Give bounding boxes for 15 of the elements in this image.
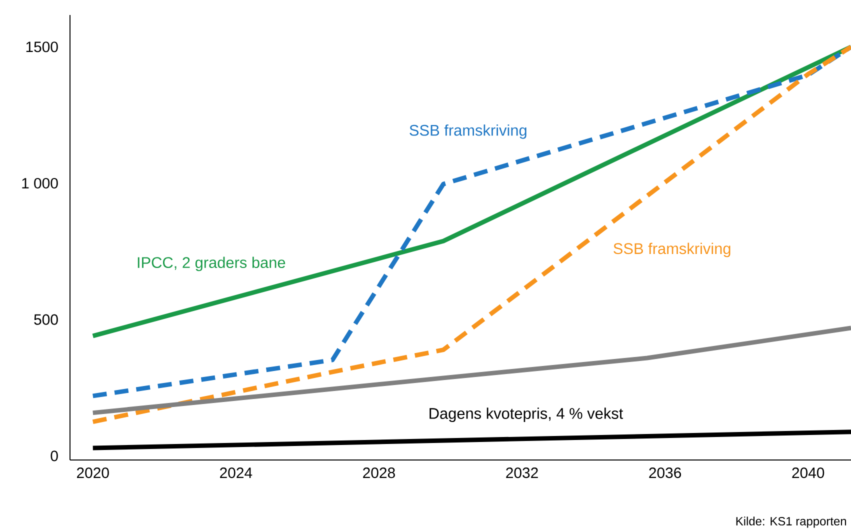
x-tick-label: 2020 bbox=[77, 468, 109, 478]
x-tick-label: 2036 bbox=[649, 468, 682, 478]
x-tick-label: 2028 bbox=[363, 468, 395, 478]
x-tick-label: 2032 bbox=[506, 468, 538, 478]
series-label: SSB framskriving bbox=[614, 242, 730, 258]
x-tick-label: 2024 bbox=[220, 468, 252, 478]
y-tick-label: 1 000 bbox=[22, 178, 58, 189]
series-label: SSB framskriving bbox=[410, 124, 526, 139]
x-tick-label: 2040 bbox=[792, 468, 824, 478]
text: Kilde: KS1 rapporten bbox=[736, 516, 846, 528]
series-label: Dagens kvotepris, 4 % vekst bbox=[430, 408, 624, 422]
series-label: IPCC, 2 graders bane bbox=[138, 256, 286, 272]
y-tick-label: 1500 bbox=[26, 42, 58, 52]
y-tick-label: 0 bbox=[50, 450, 58, 462]
y-tick-label: 500 bbox=[34, 314, 58, 325]
